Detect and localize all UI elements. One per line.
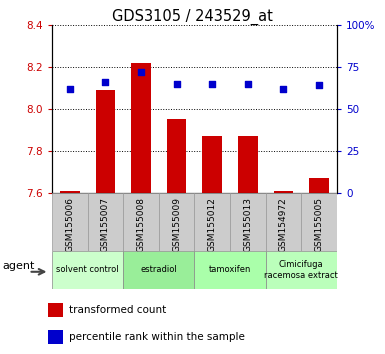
Bar (95, 90, 115, 193)
Bar (60, 191, 80, 193)
Bar (88, 193, 123, 251)
Text: GSM155013: GSM155013 (243, 197, 252, 252)
Bar (274, 191, 293, 193)
Bar (131, 63, 151, 193)
Point (138, 69, 144, 75)
Bar (159, 193, 194, 251)
Bar (123, 193, 159, 251)
Bar (230, 193, 266, 251)
Bar (194, 193, 230, 251)
Bar (167, 119, 186, 193)
Bar (194, 251, 266, 289)
Text: solvent control: solvent control (56, 266, 119, 274)
Bar (238, 136, 258, 193)
Point (316, 82, 322, 88)
Bar (266, 193, 301, 251)
Point (209, 81, 215, 86)
Text: agent: agent (3, 261, 35, 271)
Point (280, 86, 286, 92)
Text: tamoxifen: tamoxifen (209, 266, 251, 274)
Point (245, 81, 251, 86)
Text: GSM155009: GSM155009 (172, 197, 181, 252)
Text: GSM155005: GSM155005 (315, 197, 323, 252)
Text: GDS3105 / 243529_at: GDS3105 / 243529_at (112, 9, 273, 25)
Text: Cimicifuga
racemosa extract: Cimicifuga racemosa extract (264, 260, 338, 280)
Bar (52, 251, 123, 289)
Bar (309, 178, 329, 193)
Text: GSM155007: GSM155007 (101, 197, 110, 252)
Text: percentile rank within the sample: percentile rank within the sample (69, 332, 244, 342)
Point (174, 81, 180, 86)
Point (102, 79, 109, 85)
Bar (203, 136, 222, 193)
Text: GSM155012: GSM155012 (208, 197, 217, 252)
Bar (48, 303, 63, 317)
Text: estradiol: estradiol (141, 266, 177, 274)
Bar (123, 251, 194, 289)
Text: transformed count: transformed count (69, 305, 166, 315)
Text: GSM155006: GSM155006 (65, 197, 74, 252)
Bar (48, 330, 63, 344)
Bar (266, 251, 337, 289)
Bar (52, 193, 88, 251)
Bar (301, 193, 337, 251)
Point (67, 86, 73, 92)
Text: GSM155008: GSM155008 (137, 197, 146, 252)
Text: GSM154972: GSM154972 (279, 197, 288, 252)
